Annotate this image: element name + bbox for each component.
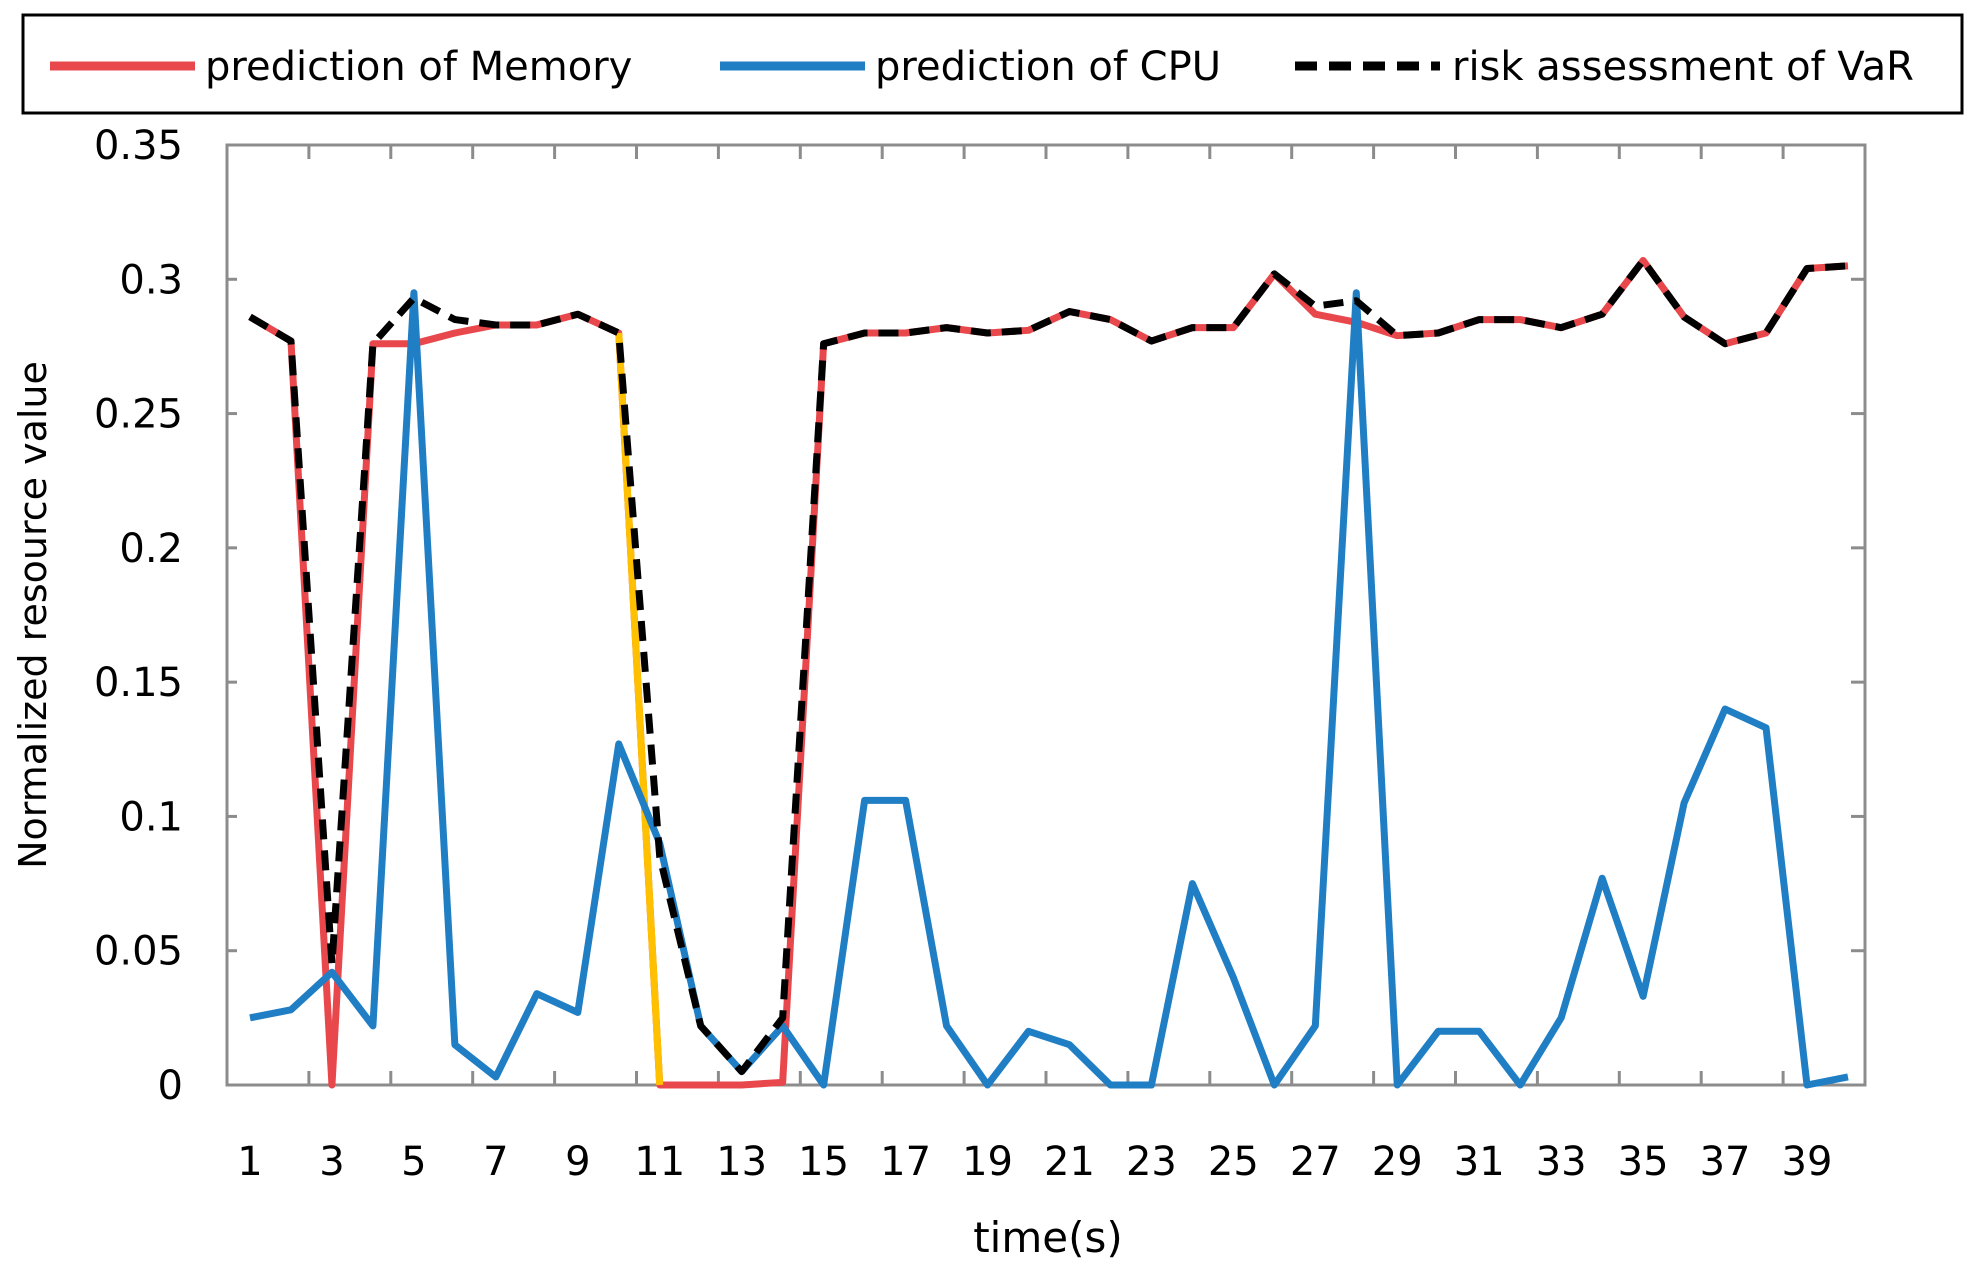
x-axis-tick-labels: 1 3 5 7 9 11 13 15 17 19 21 23 25 27 29 31 33 35 37 39 [237, 1139, 1832, 1185]
y-tick-label: 0.25 [94, 392, 183, 438]
x-tick-label: 11 [634, 1139, 685, 1185]
x-tick-label: 5 [401, 1139, 426, 1185]
x-tick-label: 29 [1372, 1139, 1423, 1185]
y-tick-label: 0.3 [119, 257, 183, 303]
y-tick-label: 0.35 [94, 123, 183, 169]
x-tick-label: 31 [1454, 1139, 1505, 1185]
series-line-prediction-of-cpu [249, 289, 1849, 1089]
y-tick-label: 0.05 [94, 929, 183, 975]
x-tick-label: 21 [1044, 1139, 1095, 1185]
x-tick-label: 15 [798, 1139, 849, 1185]
legend: prediction of Memory prediction of CPU r… [21, 13, 1964, 115]
legend-box [21, 13, 1964, 115]
x-tick-label: 37 [1700, 1139, 1751, 1185]
x-tick-label: 33 [1536, 1139, 1587, 1185]
series-lines [248, 256, 1849, 1089]
legend-label-memory: prediction of Memory [205, 44, 632, 90]
x-tick-label: 35 [1618, 1139, 1669, 1185]
x-tick-label: 25 [1208, 1139, 1259, 1185]
x-axis-label: time(s) [973, 1213, 1123, 1262]
x-tick-label: 3 [319, 1139, 344, 1185]
y-tick-label: 0.15 [94, 660, 183, 706]
y-tick-label: 0 [158, 1063, 183, 1109]
x-tick-label: 39 [1782, 1139, 1833, 1185]
y-axis-tick-labels: 0 0.05 0.1 0.15 0.2 0.25 0.3 0.35 [94, 123, 183, 1109]
x-tick-label: 23 [1126, 1139, 1177, 1185]
x-tick-label: 17 [880, 1139, 931, 1185]
series-line-prediction-of-memory [248, 256, 1849, 1089]
legend-label-var: risk assessment of VaR [1452, 44, 1914, 90]
y-tick-label: 0.2 [119, 526, 183, 572]
x-tick-label: 9 [565, 1139, 590, 1185]
axis-ticks [225, 143, 1867, 1087]
y-axis-label: Normalized resource value [11, 361, 55, 869]
x-tick-label: 19 [962, 1139, 1013, 1185]
highlight-segment [615, 332, 664, 1086]
x-tick-label: 27 [1290, 1139, 1341, 1185]
series-line-risk-assessment-of-var [248, 256, 1849, 1076]
y-tick-label: 0.1 [119, 794, 183, 840]
x-tick-label: 13 [716, 1139, 767, 1185]
legend-label-cpu: prediction of CPU [875, 44, 1221, 90]
x-tick-label: 1 [237, 1139, 262, 1185]
x-tick-label: 7 [483, 1139, 508, 1185]
